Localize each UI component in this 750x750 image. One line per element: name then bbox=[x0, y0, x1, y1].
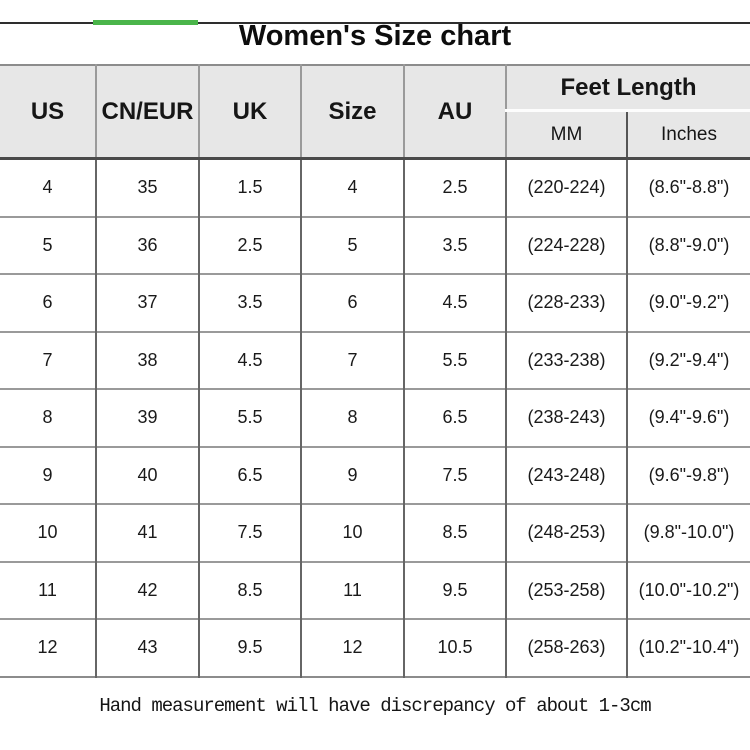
table-cell: 5.5 bbox=[403, 330, 506, 389]
table-header: US CN/EUR UK Size AU Feet Length MM Inch… bbox=[0, 65, 750, 160]
table-cell: (248-253) bbox=[505, 503, 627, 562]
col-header-us: US bbox=[0, 65, 96, 160]
table-cell: (10.2"-10.4") bbox=[626, 618, 750, 677]
table-cell: (224-228) bbox=[505, 215, 627, 274]
measurement-note: Hand measurement will have discrepancy o… bbox=[99, 694, 651, 717]
table-cell: (8.6"-8.8") bbox=[626, 157, 750, 217]
table-row: 11 42 8.5 11 9.5 (253-258) (10.0"-10.2") bbox=[0, 560, 750, 619]
table-cell: 5.5 bbox=[198, 388, 301, 447]
table-cell: (10.0"-10.2") bbox=[626, 560, 750, 619]
table-cell: (9.8"-10.0") bbox=[626, 503, 750, 562]
table-cell: 7 bbox=[0, 330, 96, 389]
table-cell: 42 bbox=[95, 560, 199, 619]
table-cell: 6.5 bbox=[403, 388, 506, 447]
top-bar-line bbox=[0, 22, 750, 24]
table-cell: (9.0"-9.2") bbox=[626, 273, 750, 332]
table-cell: 2.5 bbox=[403, 157, 506, 217]
col-header-uk: UK bbox=[198, 65, 301, 160]
table-cell: 8.5 bbox=[403, 503, 506, 562]
col-header-inches: Inches bbox=[626, 110, 750, 160]
table-cell: 4.5 bbox=[198, 330, 301, 389]
table-cell: 6 bbox=[0, 273, 96, 332]
table-cell: (9.4"-9.6") bbox=[626, 388, 750, 447]
table-row: 10 41 7.5 10 8.5 (248-253) (9.8"-10.0") bbox=[0, 503, 750, 562]
womens-size-table: US CN/EUR UK Size AU Feet Length MM Inch… bbox=[0, 64, 750, 678]
table-cell: (258-263) bbox=[505, 618, 627, 677]
col-header-mm: MM bbox=[505, 110, 627, 160]
table-cell: 12 bbox=[0, 618, 96, 677]
table-cell: 5 bbox=[300, 215, 404, 274]
table-cell: 2.5 bbox=[198, 215, 301, 274]
table-cell: 11 bbox=[300, 560, 404, 619]
table-cell: 40 bbox=[95, 445, 199, 504]
table-row: 12 43 9.5 12 10.5 (258-263) (10.2"-10.4") bbox=[0, 618, 750, 677]
header-row-main: US CN/EUR UK Size AU Feet Length bbox=[0, 65, 750, 160]
table-row: 9 40 6.5 9 7.5 (243-248) (9.6"-9.8") bbox=[0, 445, 750, 504]
table-cell: 4 bbox=[0, 157, 96, 217]
table-cell: 9.5 bbox=[403, 560, 506, 619]
table-cell: 3.5 bbox=[403, 215, 506, 274]
table-cell: 41 bbox=[95, 503, 199, 562]
table-cell: 1.5 bbox=[198, 157, 301, 217]
table-body: 4 35 1.5 4 2.5 (220-224) (8.6"-8.8") 5 36 2.5 5 3.5… bbox=[0, 157, 750, 677]
table-cell: (9.2"-9.4") bbox=[626, 330, 750, 389]
table-cell: 10.5 bbox=[403, 618, 506, 677]
table-cell: (9.6"-9.8") bbox=[626, 445, 750, 504]
table-cell: (228-233) bbox=[505, 273, 627, 332]
table-cell: 9 bbox=[0, 445, 96, 504]
table-cell: 5 bbox=[0, 215, 96, 274]
table-cell: 7.5 bbox=[198, 503, 301, 562]
table-cell: 4.5 bbox=[403, 273, 506, 332]
col-header-cn-eur: CN/EUR bbox=[95, 65, 199, 160]
col-header-au: AU bbox=[403, 65, 506, 160]
table-cell: 43 bbox=[95, 618, 199, 677]
table-row: 4 35 1.5 4 2.5 (220-224) (8.6"-8.8") bbox=[0, 157, 750, 217]
table-cell: 36 bbox=[95, 215, 199, 274]
table-cell: 9 bbox=[300, 445, 404, 504]
table-cell: 7 bbox=[300, 330, 404, 389]
table-cell: 8 bbox=[0, 388, 96, 447]
size-chart-page: Women's Size chart US CN/EUR UK Size AU … bbox=[0, 20, 750, 750]
table-row: 5 36 2.5 5 3.5 (224-228) (8.8"-9.0") bbox=[0, 215, 750, 274]
top-bar bbox=[0, 20, 750, 26]
table-cell: 10 bbox=[300, 503, 404, 562]
table-cell: 7.5 bbox=[403, 445, 506, 504]
green-progress-segment bbox=[93, 20, 198, 25]
table-cell: 38 bbox=[95, 330, 199, 389]
table-cell: (8.8"-9.0") bbox=[626, 215, 750, 274]
table-cell: (243-248) bbox=[505, 445, 627, 504]
table-cell: (238-243) bbox=[505, 388, 627, 447]
table-cell: 8 bbox=[300, 388, 404, 447]
col-header-feet-length: Feet Length bbox=[505, 65, 750, 112]
table-cell: 3.5 bbox=[198, 273, 301, 332]
page-title: Women's Size chart bbox=[238, 20, 512, 52]
table-cell: 4 bbox=[300, 157, 404, 217]
col-header-size: Size bbox=[300, 65, 404, 160]
table-cell: 6.5 bbox=[198, 445, 301, 504]
table-cell: 37 bbox=[95, 273, 199, 332]
table-cell: 9.5 bbox=[198, 618, 301, 677]
table-row: 8 39 5.5 8 6.5 (238-243) (9.4"-9.6") bbox=[0, 388, 750, 447]
table-cell: 11 bbox=[0, 560, 96, 619]
table-row: 6 37 3.5 6 4.5 (228-233) (9.0"-9.2") bbox=[0, 273, 750, 332]
table-cell: 12 bbox=[300, 618, 404, 677]
table-cell: 6 bbox=[300, 273, 404, 332]
table-cell: (233-238) bbox=[505, 330, 627, 389]
header-row-sub: MM Inches bbox=[0, 110, 750, 160]
table-cell: (220-224) bbox=[505, 157, 627, 217]
table-row: 7 38 4.5 7 5.5 (233-238) (9.2"-9.4") bbox=[0, 330, 750, 389]
table-cell: 39 bbox=[95, 388, 199, 447]
table-cell: (253-258) bbox=[505, 560, 627, 619]
table-cell: 35 bbox=[95, 157, 199, 217]
table-cell: 10 bbox=[0, 503, 96, 562]
table-cell: 8.5 bbox=[198, 560, 301, 619]
